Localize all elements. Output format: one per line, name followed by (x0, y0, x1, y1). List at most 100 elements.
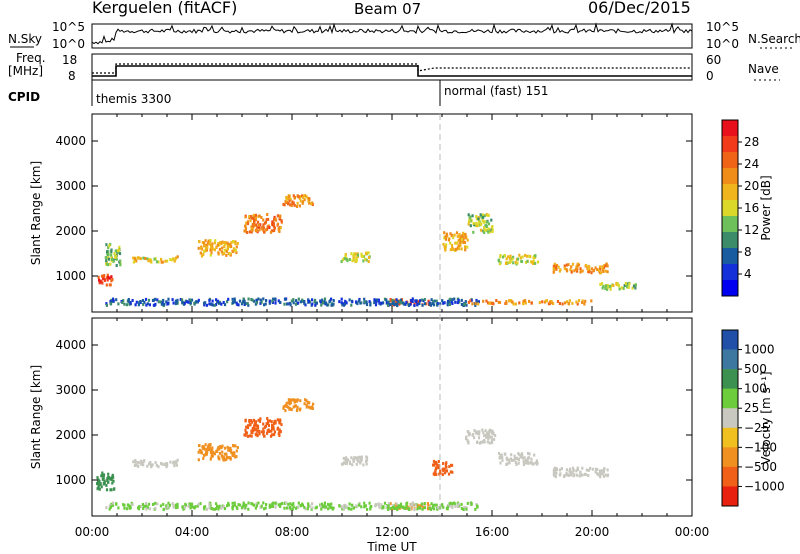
power-cell (256, 220, 260, 224)
velocity-cell (251, 502, 254, 506)
velocity-cell (274, 501, 277, 505)
velocity-cell (450, 504, 453, 508)
velocity-cell (428, 506, 431, 510)
power-cell (353, 258, 356, 262)
velocity-cell (217, 507, 220, 511)
power-cell (297, 301, 300, 305)
velocity-cell (232, 444, 235, 448)
velocity-cell (329, 506, 332, 510)
velocity-cell (259, 505, 262, 509)
power-cell (310, 202, 313, 206)
velocity-cell (278, 434, 281, 437)
velocity-cell (254, 420, 258, 424)
velocity-cell (204, 443, 207, 447)
power-cell (263, 230, 266, 234)
power-cell (432, 299, 435, 303)
velocity-colorbar-swatch (722, 447, 738, 468)
velocity-cell (225, 452, 228, 456)
power-cell (295, 299, 298, 303)
power-cell (363, 300, 366, 304)
velocity-cell (218, 505, 221, 509)
power-cell (524, 299, 527, 303)
velocity-cell (136, 461, 139, 464)
power-cell (457, 238, 460, 242)
power-cell (583, 302, 586, 306)
power-cell (567, 263, 570, 267)
velocity-cell (477, 436, 481, 440)
power-cell (220, 302, 223, 306)
velocity-cell (435, 472, 438, 476)
power-cell (534, 254, 537, 258)
power-cell (196, 300, 199, 304)
power-cell (245, 221, 248, 225)
power-cell (110, 279, 113, 283)
velocity-cell (526, 459, 529, 463)
power-cell (587, 270, 590, 274)
velocity-cell (329, 503, 332, 507)
velocity-cell (215, 507, 218, 511)
power-cell (486, 229, 489, 233)
velocity-cell (247, 507, 250, 511)
velocity-cell (498, 452, 501, 455)
power-cell (127, 298, 130, 301)
power-cell (115, 254, 118, 258)
power-cell (250, 215, 253, 218)
velocity-cell (183, 505, 186, 509)
velocity-cell (105, 483, 108, 487)
power-cell (368, 300, 371, 304)
velocity-cell (292, 505, 295, 509)
power-cell (247, 297, 250, 301)
velocity-cell (453, 501, 456, 505)
velocity-cell (255, 424, 258, 427)
power-cell (634, 286, 637, 290)
power-cell (287, 197, 290, 201)
velocity-cell (565, 471, 568, 475)
velocity-cell (198, 448, 201, 452)
velocity-cell (280, 423, 283, 427)
velocity-cell (573, 473, 576, 477)
power-cell (385, 301, 389, 305)
power-cell (380, 301, 383, 305)
velocity-cell (451, 470, 454, 474)
power-cell (448, 300, 451, 304)
power-cell (265, 299, 268, 302)
velocity-cell (576, 468, 579, 471)
power-cell (612, 284, 615, 287)
power-cell (458, 233, 461, 236)
velocity-cell (110, 488, 113, 492)
velocity-cell (532, 462, 535, 466)
power-cell (477, 302, 480, 306)
velocity-cell (600, 469, 603, 473)
cpid-mode-2: normal (fast) 151 (444, 84, 548, 98)
power-cell (590, 271, 593, 275)
power-cell (264, 220, 267, 224)
velocity-cell (216, 504, 219, 508)
velocity-cell (107, 476, 110, 480)
power-cell (467, 213, 470, 217)
power-cell (467, 300, 470, 304)
power-cell (408, 304, 411, 307)
velocity-cell (465, 435, 468, 439)
velocity-cell (125, 507, 128, 511)
velocity-cell (306, 507, 309, 511)
velocity-cell (209, 504, 212, 508)
velocity-cell (108, 507, 111, 511)
velocity-cell (397, 504, 400, 508)
power-cell (276, 222, 280, 226)
power-cell (315, 301, 318, 305)
velocity-cell (420, 504, 423, 508)
velocity-cell (210, 507, 213, 510)
power-cell (247, 303, 250, 307)
velocity-colorbar-swatch (722, 427, 738, 448)
velocity-cell (517, 458, 520, 462)
power-cell (459, 241, 462, 245)
velocity-cell (358, 503, 361, 507)
power-cell (454, 300, 457, 304)
power-cell (121, 301, 124, 304)
velocity-cell (244, 431, 248, 435)
velocity-cell (217, 446, 220, 450)
velocity-cell (128, 506, 131, 510)
velocity-cell (96, 476, 99, 480)
x-tick-label: 16:00 (475, 525, 510, 539)
power-cell (544, 299, 547, 303)
